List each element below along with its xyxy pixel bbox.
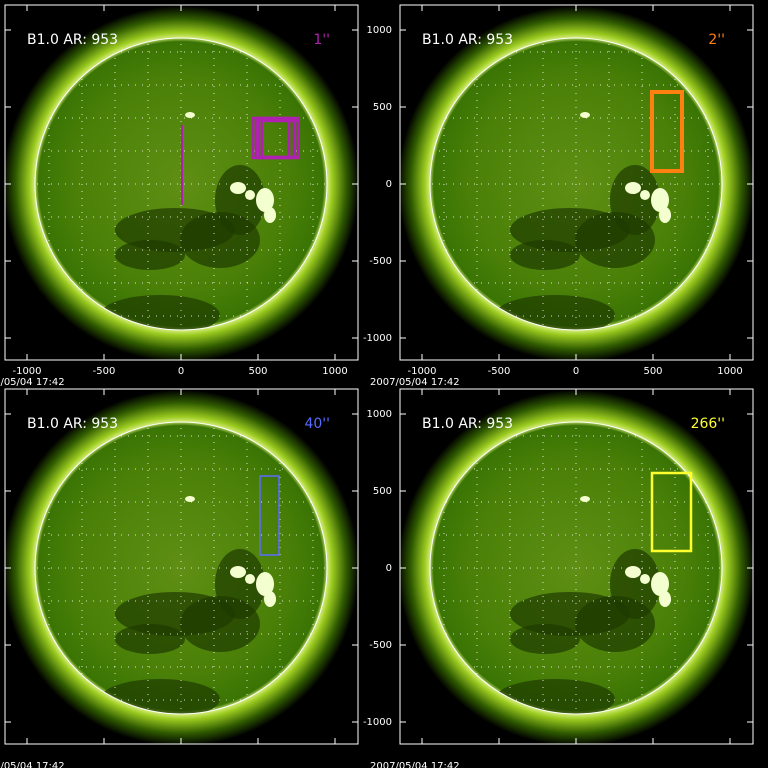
- image: [400, 389, 753, 744]
- dark-region: [215, 549, 265, 619]
- y-tick-label: 0: [386, 179, 392, 190]
- sun-disk: [5, 390, 358, 744]
- dark-region: [115, 240, 185, 270]
- y-tick-label: 500: [373, 102, 392, 113]
- bright-region: [580, 112, 590, 118]
- panel: B1.0 AR: 953 2''2007/05/04 17:42-1000 -500…: [363, 4, 754, 388]
- y-tick-label: -1000: [363, 717, 392, 728]
- bright-region: [659, 207, 671, 223]
- bright-region: [245, 574, 255, 584]
- limb: [429, 421, 723, 715]
- x-tick-label: 1000: [717, 366, 742, 377]
- y-tick-label: 0: [386, 563, 392, 574]
- dark-region: [215, 165, 265, 235]
- dark-region: [510, 624, 580, 654]
- dark-region: [610, 165, 660, 235]
- raster-box: [650, 90, 684, 173]
- image: [5, 5, 358, 360]
- y-tick-label: -1000: [363, 333, 392, 344]
- y-tick-label: 500: [373, 486, 392, 497]
- limb: [34, 421, 328, 715]
- size-label: 1'': [313, 32, 330, 48]
- panel-label: B1.0 AR: 953: [27, 32, 118, 48]
- image: [400, 5, 753, 360]
- x-tick-label: 0: [178, 366, 184, 377]
- limb: [429, 37, 723, 331]
- sun-disk: [400, 390, 753, 744]
- x-tick-label: -1000: [407, 366, 436, 377]
- disk-features: [430, 38, 722, 330]
- bright-region: [659, 591, 671, 607]
- limb: [34, 37, 328, 331]
- panel: B1.0 AR: 953 266'' 2007/05/04 17:42 -1000 -5…: [363, 388, 754, 768]
- bright-region: [256, 572, 274, 596]
- x-tick-label: -500: [93, 366, 116, 377]
- panel: B1.0 AR: 953 1'' 2007/05/04 17:42-1000 -500…: [0, 4, 359, 388]
- sun-disk: [400, 6, 753, 360]
- timestamp: 2007/05/04 17:42: [0, 377, 65, 388]
- y-tick-label: -500: [369, 640, 392, 651]
- x-tick-label: -1000: [12, 366, 41, 377]
- x-tick-label: -500: [488, 366, 511, 377]
- bright-region: [264, 591, 276, 607]
- bright-region: [625, 182, 641, 194]
- raster-box: [260, 119, 300, 159]
- panel: B1.0 AR: 953 40'' 2007/05/04 17:42: [0, 388, 359, 768]
- dark-region: [510, 240, 580, 270]
- bright-region: [640, 574, 650, 584]
- x-tick-label: 500: [248, 366, 267, 377]
- bright-region: [640, 190, 650, 200]
- bright-region: [185, 112, 195, 118]
- size-label: 2'': [708, 32, 725, 48]
- size-label: 40'': [304, 416, 330, 432]
- panel-label: B1.0 AR: 953: [422, 32, 513, 48]
- x-tick-label: 500: [643, 366, 662, 377]
- disk-features: [35, 38, 327, 330]
- y-tick-label: 1000: [367, 409, 392, 420]
- bright-region: [651, 572, 669, 596]
- bright-region: [651, 188, 669, 212]
- disk-features: [430, 422, 722, 714]
- bright-region: [230, 566, 246, 578]
- bright-region: [264, 207, 276, 223]
- dark-region: [610, 549, 660, 619]
- timestamp: 2007/05/04 17:42: [0, 761, 65, 768]
- bright-region: [230, 182, 246, 194]
- y-tick-label: -500: [369, 256, 392, 267]
- panel-label: B1.0 AR: 953: [27, 416, 118, 432]
- x-tick-label: 1000: [322, 366, 347, 377]
- bright-region: [580, 496, 590, 502]
- bright-region: [245, 190, 255, 200]
- bright-region: [625, 566, 641, 578]
- x-tick-label: 0: [573, 366, 579, 377]
- dark-region: [115, 624, 185, 654]
- timestamp: 2007/05/04 17:42: [370, 377, 460, 388]
- image: [5, 389, 358, 744]
- raster-box: [650, 471, 693, 553]
- y-tick-label: 1000: [367, 25, 392, 36]
- raster-box: [259, 475, 280, 556]
- bright-region: [256, 188, 274, 212]
- timestamp: 2007/05/04 17:42: [370, 761, 460, 768]
- bright-region: [185, 496, 195, 502]
- size-label: 266'': [691, 416, 725, 432]
- panel-label: B1.0 AR: 953: [422, 416, 513, 432]
